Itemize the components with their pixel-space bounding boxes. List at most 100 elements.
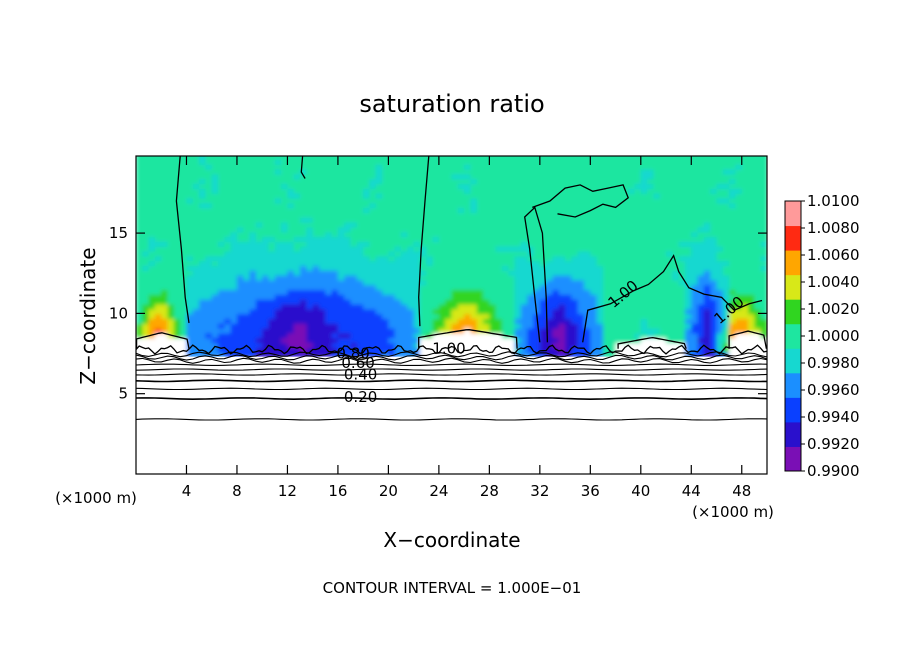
field-cell [382, 284, 390, 291]
field-cell [306, 159, 314, 165]
field-cell [647, 274, 655, 281]
field-cell [697, 270, 705, 276]
field-cell [306, 294, 314, 300]
field-cell [501, 289, 510, 295]
field-cell [438, 212, 446, 218]
field-cell [710, 284, 718, 291]
field-cell [306, 327, 314, 334]
field-cell [382, 351, 390, 358]
field-cell [684, 347, 693, 353]
field-cell [748, 260, 756, 267]
field-cell [344, 188, 352, 194]
field-cell [262, 337, 270, 344]
colorbar-label: 1.0100 [807, 192, 860, 210]
field-cell [199, 298, 207, 305]
field-cell [470, 298, 478, 305]
field-cell [255, 289, 263, 295]
field-cell [401, 308, 409, 315]
field-cell [407, 207, 415, 214]
field-cell [722, 265, 730, 271]
field-cell [401, 212, 409, 218]
field-cell [136, 318, 144, 324]
field-cell [249, 250, 257, 257]
field-cell [167, 197, 175, 204]
field-cell [445, 255, 453, 262]
field-cell [653, 327, 661, 334]
field-cell [154, 318, 163, 324]
field-cell [161, 318, 169, 324]
field-cell [659, 202, 667, 209]
field-cell [413, 156, 421, 161]
field-cell [407, 318, 415, 324]
field-cell [451, 337, 459, 344]
field-cell [205, 236, 213, 242]
field-cell [621, 164, 629, 170]
field-cell [552, 156, 560, 161]
field-cell [287, 178, 295, 185]
field-cell [640, 255, 648, 262]
field-cell [621, 318, 629, 324]
field-cell [293, 298, 301, 305]
field-cell [621, 202, 629, 209]
field-cell [596, 274, 604, 281]
field-cell [413, 168, 421, 175]
field-cell [350, 298, 358, 305]
field-cell [274, 156, 282, 161]
field-cell [293, 313, 301, 320]
field-cell [514, 241, 522, 247]
field-cell [363, 323, 371, 329]
field-cell [199, 197, 207, 204]
field-cell [199, 342, 207, 348]
field-cell [666, 250, 674, 257]
field-cell [640, 207, 648, 214]
field-cell [306, 168, 314, 175]
field-cell [136, 265, 144, 271]
field-cell [596, 250, 604, 257]
field-cell [306, 212, 314, 218]
field-cell [678, 351, 686, 358]
field-cell [274, 337, 282, 344]
field-cell [666, 236, 674, 242]
field-cell [495, 168, 503, 175]
field-cell [514, 332, 522, 339]
field-cell [653, 192, 661, 199]
field-cell [666, 318, 674, 324]
field-cell [262, 226, 270, 233]
field-cell [274, 207, 282, 214]
field-cell [495, 323, 503, 329]
field-cell [249, 318, 257, 324]
field-cell [142, 284, 150, 291]
field-cell [413, 274, 421, 281]
field-cell [640, 323, 648, 329]
field-cell [735, 255, 743, 262]
field-cell [684, 265, 693, 271]
field-cell [760, 197, 767, 204]
field-cell [571, 188, 579, 194]
field-cell [710, 255, 718, 262]
field-cell [306, 245, 314, 252]
field-cell [628, 313, 636, 320]
field-cell [590, 265, 598, 271]
field-cell [363, 308, 371, 315]
field-cell [148, 342, 156, 348]
field-cell [571, 255, 579, 262]
field-cell [590, 274, 598, 281]
field-cell [577, 289, 585, 295]
field-cell [300, 226, 308, 233]
y-tick-label: 15 [109, 224, 128, 242]
field-cell [571, 327, 579, 334]
field-cell [584, 279, 592, 286]
field-cell [520, 342, 529, 348]
field-cell [647, 255, 655, 262]
field-cell [621, 323, 629, 329]
field-cell [659, 289, 667, 295]
field-cell [243, 332, 251, 339]
field-cell [293, 217, 301, 223]
field-cell [375, 284, 383, 291]
field-cell [167, 202, 175, 209]
field-cell [388, 327, 396, 334]
field-cell [426, 217, 434, 223]
field-cell [136, 188, 144, 194]
field-cell [154, 156, 163, 161]
field-cell [192, 342, 200, 348]
